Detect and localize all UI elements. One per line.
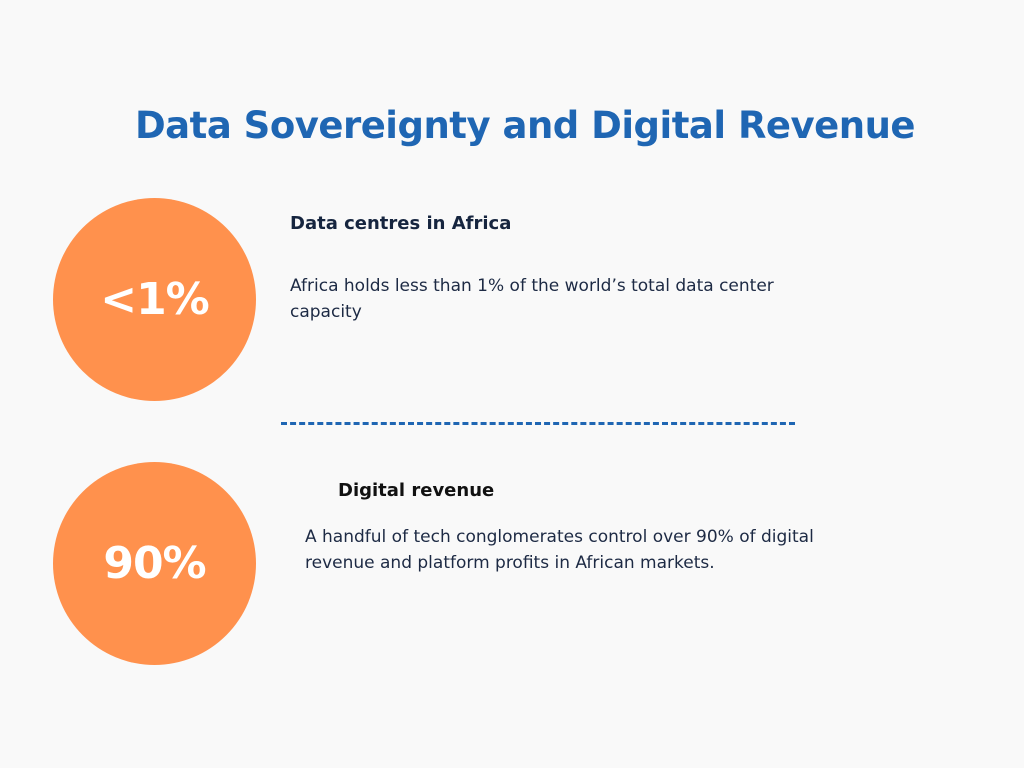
stat-description-digital-revenue: A handful of tech conglomerates control … <box>305 527 814 573</box>
stat-value: 90% <box>103 538 206 589</box>
stat-description-data-centres: Africa holds less than 1% of the world’s… <box>290 276 774 322</box>
stat-circle-data-centres: <1% <box>53 198 256 401</box>
stat-heading-digital-revenue: Digital revenue <box>338 480 495 501</box>
section-divider <box>281 422 795 425</box>
stat-circle-digital-revenue: 90% <box>53 462 256 665</box>
stat-heading-data-centres: Data centres in Africa <box>290 213 512 234</box>
page-title: Data Sovereignty and Digital Revenue <box>134 104 916 147</box>
stat-value: <1% <box>100 274 210 325</box>
